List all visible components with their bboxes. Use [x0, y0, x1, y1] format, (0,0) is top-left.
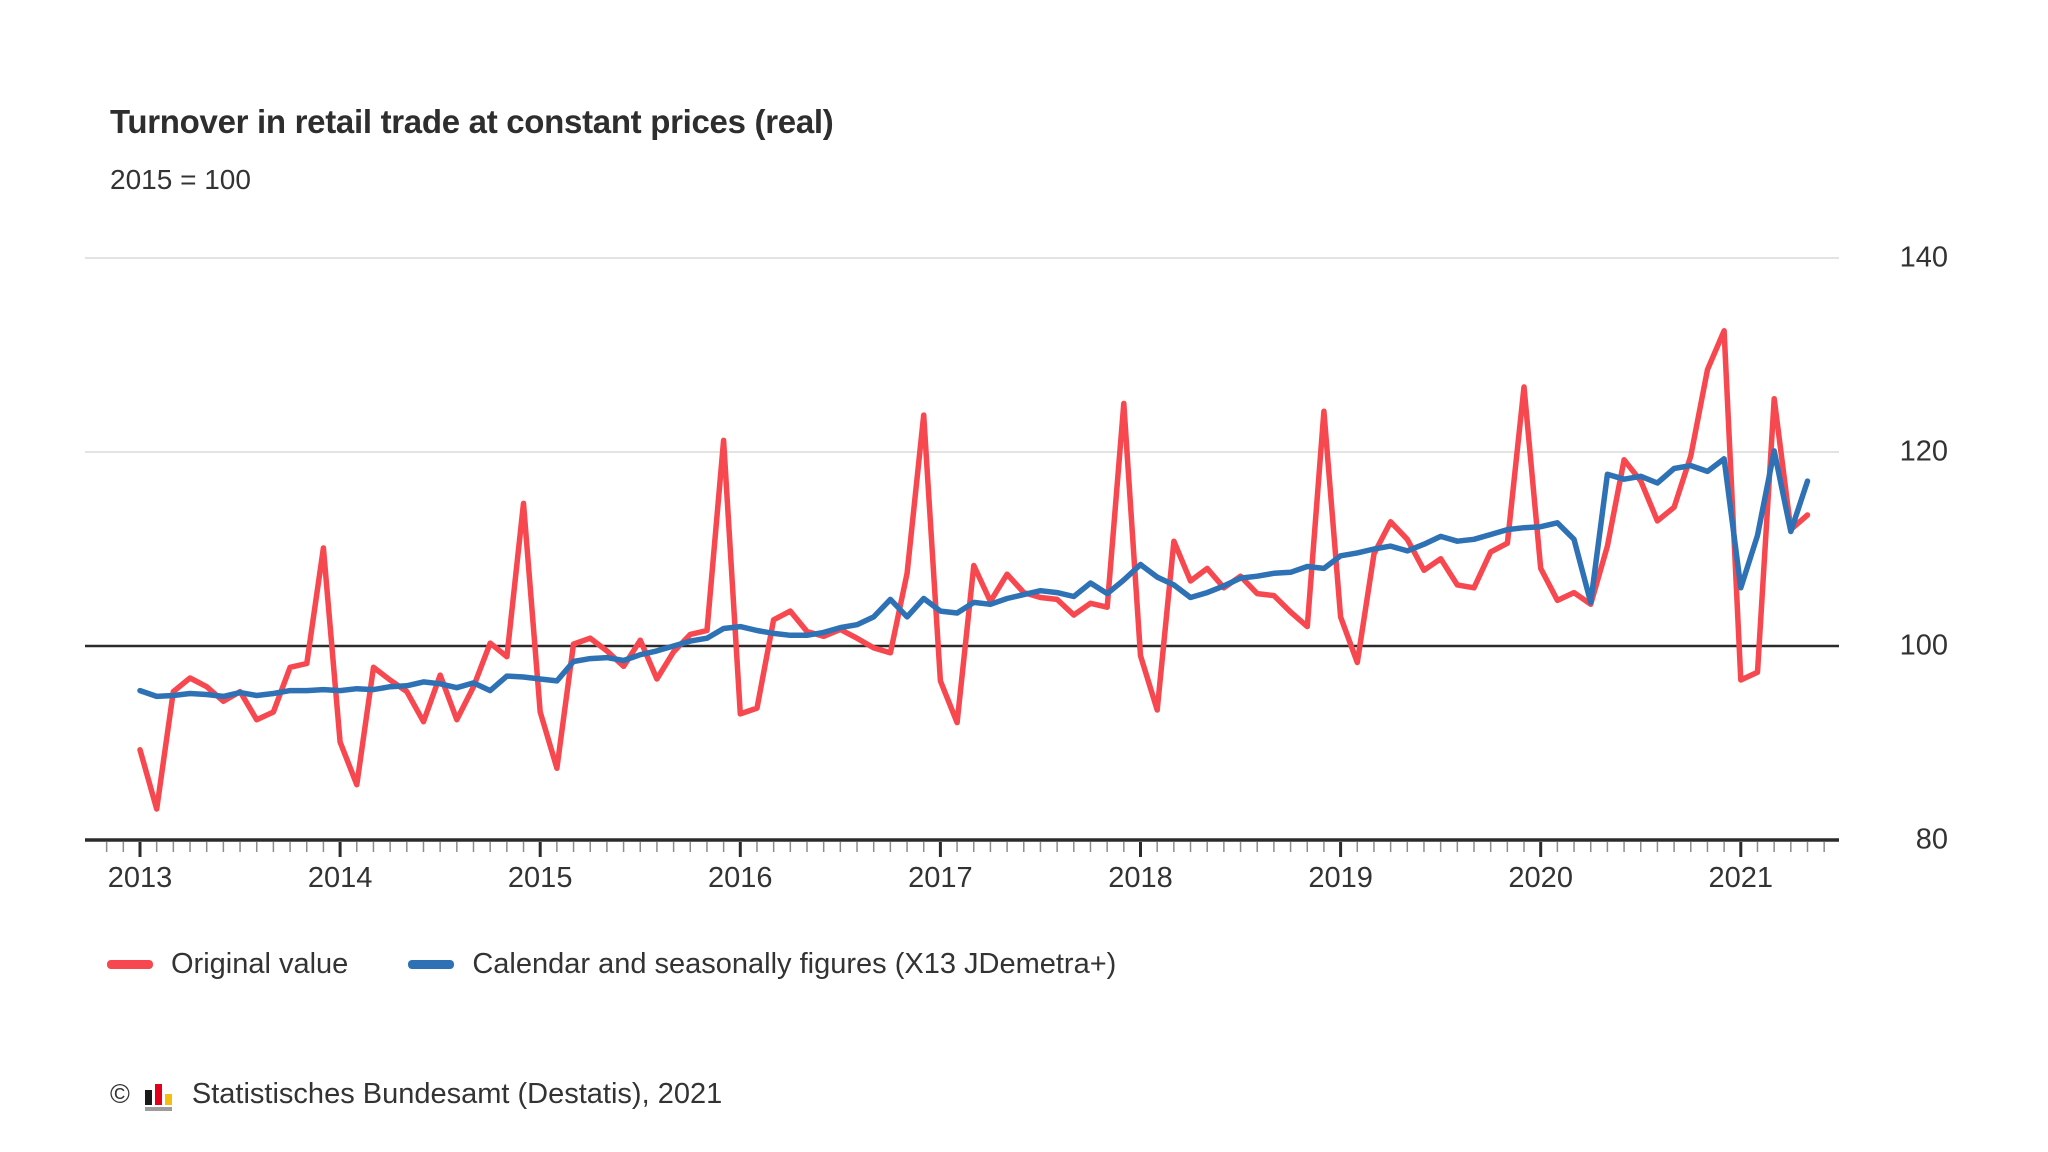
copyright-symbol: © [110, 1079, 130, 1109]
x-axis-label-2020: 2020 [1508, 862, 1573, 894]
y-axis-label-100: 100 [1899, 629, 1948, 662]
y-axis-label-80: 80 [1915, 823, 1948, 856]
legend-label-original-value: Original value [171, 948, 349, 980]
source-footer: © Statistisches Bundesamt (Destatis), 20… [110, 1078, 722, 1111]
legend-swatch-original-value [107, 960, 153, 969]
chart-title: Turnover in retail trade at constant pri… [110, 103, 834, 140]
x-axis-label-2017: 2017 [908, 862, 973, 894]
x-axis-label-2019: 2019 [1308, 862, 1373, 894]
x-axis-label-2015: 2015 [507, 862, 573, 894]
x-axis-label-2013: 2013 [107, 862, 173, 894]
legend-item-seasonally-adjusted: Calendar and seasonally figures (X13 JDe… [408, 948, 1116, 981]
y-axis-label-140: 140 [1899, 241, 1948, 274]
chart-subtitle: 2015 = 100 [110, 164, 251, 195]
x-axis-label-2014: 2014 [307, 862, 373, 894]
chart-legend: Original value Calendar and seasonally f… [107, 948, 1116, 981]
destatis-bar-chart-logo-icon [144, 1079, 178, 1111]
y-axis-label-120: 120 [1899, 435, 1948, 468]
x-axis-label-2016: 2016 [708, 862, 773, 894]
legend-item-original-value: Original value [107, 948, 348, 981]
x-axis-label-2021: 2021 [1708, 862, 1774, 894]
series-original-value-line [137, 328, 1811, 812]
source-text: Statistisches Bundesamt (Destatis), 2021 [191, 1078, 723, 1110]
legend-label-seasonally-adjusted: Calendar and seasonally figures (X13 JDe… [472, 948, 1117, 980]
series-seasonally-adjusted-line [137, 448, 1811, 700]
legend-swatch-seasonally-adjusted [408, 960, 455, 969]
x-axis-label-2018: 2018 [1108, 862, 1173, 894]
